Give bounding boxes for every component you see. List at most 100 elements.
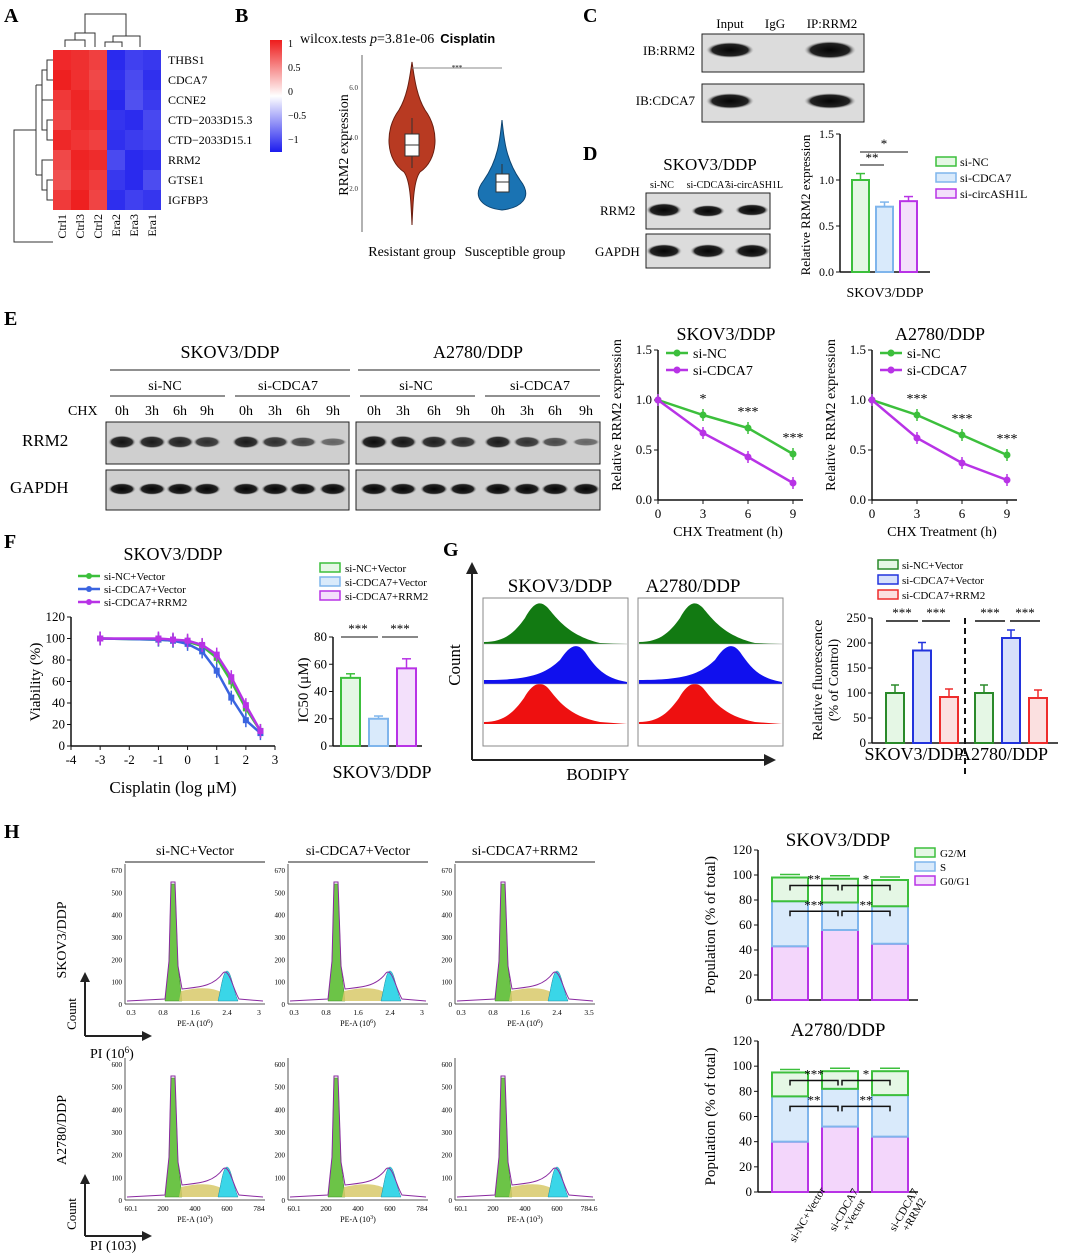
- hist-y-tick: 100: [275, 1174, 286, 1182]
- row-label: SKOV3/DDP: [55, 901, 70, 978]
- panel-h-bar-skov: 0 20 40 60 80 100 120 Population (% of total) SK…: [703, 830, 918, 1007]
- legend-swatch: [319, 576, 341, 587]
- hist-y-tick: 400: [275, 1106, 286, 1114]
- hist-x-tick: 600: [384, 1204, 396, 1213]
- blot-band: [449, 436, 477, 448]
- pi-label-text: PI (10: [90, 1047, 125, 1062]
- blot-band: [449, 483, 477, 495]
- hist-x-label-sup: 3: [370, 1215, 373, 1221]
- time-label: 6h: [548, 404, 562, 419]
- group-label: Resistant group: [368, 245, 456, 260]
- hist-x-label-end: ): [373, 1215, 376, 1224]
- legend-marker: [887, 366, 895, 374]
- time-label: 3h: [396, 404, 410, 419]
- colorbar-tick: −1: [288, 135, 299, 146]
- g2-peak: [547, 970, 569, 1002]
- x-tick-label: 3: [272, 752, 279, 767]
- hist-y-tick: 400: [112, 1106, 123, 1114]
- panel-letter-g: G: [443, 539, 459, 561]
- y-tick-label: 60: [52, 674, 65, 689]
- legend-label: si-NC: [960, 155, 989, 169]
- blot-band: [513, 483, 541, 495]
- blot-band: [389, 435, 417, 449]
- stacked-bar: [821, 877, 859, 904]
- series-line: [100, 637, 262, 732]
- y-tick-label: 0.0: [819, 265, 834, 279]
- sig-label: **: [808, 872, 821, 887]
- blot-band: [232, 483, 260, 495]
- hist-x-label-end: ): [540, 1019, 543, 1028]
- panel-d-bar-chart: 0.0 0.5 1.0 1.5 Relative RRM2 expression SKOV…: [798, 127, 930, 301]
- hist-y-tick: 0: [282, 1197, 286, 1205]
- y-tick-label: 1.5: [819, 127, 834, 141]
- y-tick-label: 80: [739, 1083, 752, 1098]
- hist-y-tick: 200: [442, 1152, 453, 1160]
- blot-band: [541, 437, 569, 447]
- row-label: A2780/DDP: [55, 1095, 70, 1165]
- hist-x-label: PE-A (103): [340, 1215, 376, 1224]
- sig-label: ***: [892, 605, 912, 620]
- arrow-head: [80, 1174, 90, 1184]
- x-tick-label: 6: [959, 506, 966, 521]
- legend-marker: [673, 349, 681, 357]
- legend-label: si-NC+Vector: [104, 571, 166, 583]
- y-tick-label: 40: [314, 684, 327, 699]
- legend-swatch: [319, 590, 341, 601]
- time-label: 3h: [520, 404, 534, 419]
- hist-x-tick: 3: [420, 1008, 424, 1017]
- panel-g-bar-chart: 0 50 100 150 200 250 Relative fluorescence (% o…: [811, 605, 1058, 775]
- hist-y-tick: 200: [112, 956, 123, 964]
- hist-y-tick: 200: [442, 956, 453, 964]
- hist-x-tick: 3: [257, 1008, 261, 1017]
- hist-x-tick: 60.1: [124, 1204, 137, 1213]
- blot-band: [420, 435, 448, 449]
- bar: [851, 179, 870, 273]
- sig-label: **: [866, 150, 879, 165]
- legend-marker: [673, 366, 681, 374]
- lane-label: Input: [716, 16, 744, 31]
- y-tick-label: 100: [847, 685, 867, 700]
- gene-label: CTD−2033D15.1: [168, 133, 252, 147]
- hist-x-label: PE-A (106): [507, 1019, 543, 1028]
- hist-x-tick: 1.6: [520, 1008, 530, 1017]
- y-axis-label: Population (% of total): [703, 856, 719, 994]
- y-tick-label: 60: [739, 1109, 752, 1124]
- g2-peak: [217, 1166, 239, 1198]
- sig-label: ***: [1015, 605, 1035, 620]
- pi-label: PI (103): [90, 1239, 137, 1253]
- panel-f-dose-curve: 0 20 40 60 80 100 120 -4 -3 -2 -1 0 1 2 3 Cisplatin (lo…: [28, 544, 278, 797]
- violin-ytick: 2.0: [349, 185, 358, 193]
- group-label: si-NC: [399, 379, 432, 394]
- hist-y-tick: 0: [449, 1197, 453, 1205]
- hist-y-tick: 400: [442, 912, 453, 920]
- y-tick-label: 1.0: [819, 173, 834, 187]
- hist-x-label-end: ): [210, 1019, 213, 1028]
- hist-y-tick: 500: [442, 1084, 453, 1092]
- series-line: [871, 398, 1008, 457]
- g1-peak: [164, 1077, 183, 1198]
- hist-y-tick: 500: [442, 889, 453, 897]
- hist-y-tick: 600: [442, 1061, 453, 1069]
- histogram-green: [484, 603, 627, 644]
- blot-band: [138, 435, 166, 449]
- blot-band: [541, 483, 569, 495]
- hist-x-tick: 400: [189, 1204, 201, 1213]
- hist-x-label-text: PE-A (10: [177, 1019, 207, 1028]
- blot-band: [261, 436, 289, 448]
- y-tick-label: 0: [321, 738, 328, 753]
- time-label: 0h: [115, 404, 129, 419]
- panel-g-legend: si-NC+Vector si-CDCA7+Vector si-CDCA7+RR…: [877, 559, 985, 602]
- panel-h-x-labels: si-NC+Vector si-CDCA7 +Vector si-CDCA7 +…: [787, 1185, 928, 1244]
- hist-x-tick: 2.4: [385, 1008, 395, 1017]
- s-phase: [179, 988, 228, 1001]
- sig-bracket: [789, 884, 839, 891]
- y-tick-label: 50: [853, 710, 866, 725]
- violin-ylabel: RRM2 expression: [337, 94, 352, 196]
- blot-band: [108, 483, 136, 495]
- hist-x-label-end: ): [540, 1215, 543, 1224]
- x-tick-label: -2: [124, 752, 135, 767]
- y-tick-label: 80: [739, 892, 752, 907]
- x-tick-label: 9: [1004, 506, 1011, 521]
- sig-label: **: [808, 1092, 821, 1107]
